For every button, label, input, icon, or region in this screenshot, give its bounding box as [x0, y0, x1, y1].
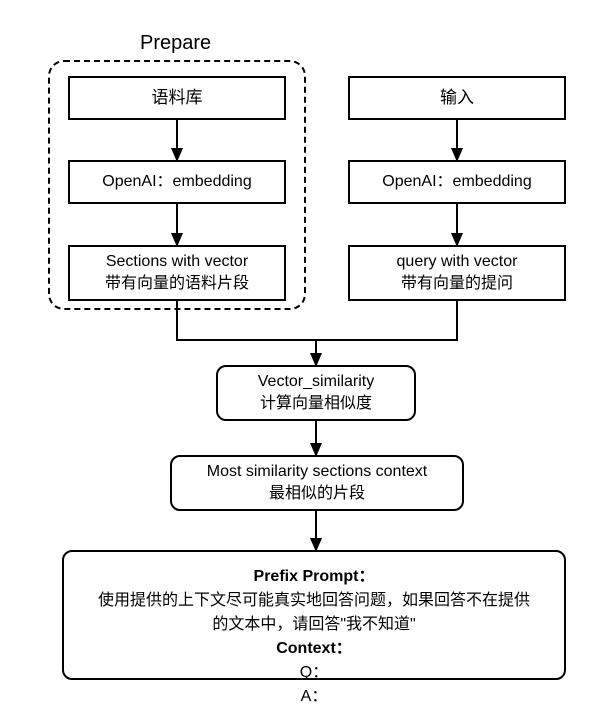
node-query-line1: query with vector [397, 251, 518, 273]
node-corpus: 语料库 [68, 76, 286, 120]
node-sections-line2: 带有向量的语料片段 [105, 273, 249, 295]
node-corpus-label: 语料库 [152, 87, 203, 110]
node-sections-line1: Sections with vector [106, 251, 248, 273]
node-prefix-prompt: Prefix Prompt： 使用提供的上下文尽可能真实地回答问题，如果回答不在… [62, 550, 566, 680]
context-a: A： [82, 682, 546, 706]
node-most-line1: Most similarity sections context [207, 461, 428, 483]
node-similarity-line2: 计算向量相似度 [260, 393, 372, 415]
node-query-line2: 带有向量的提问 [401, 273, 513, 295]
prefix-title: Prefix Prompt： [82, 562, 546, 586]
node-input: 输入 [348, 76, 566, 120]
node-similarity-line1: Vector_similarity [258, 371, 374, 393]
node-embedding-right-label: OpenAI：embedding [382, 171, 531, 193]
node-embedding-left-label: OpenAI：embedding [102, 171, 251, 193]
node-input-label: 输入 [440, 87, 474, 110]
node-vector-similarity: Vector_similarity 计算向量相似度 [216, 365, 416, 421]
node-most-line2: 最相似的片段 [269, 483, 365, 505]
node-embedding-right: OpenAI：embedding [348, 160, 566, 204]
node-embedding-left: OpenAI：embedding [68, 160, 286, 204]
node-most-similar: Most similarity sections context 最相似的片段 [170, 455, 464, 511]
node-sections-vector: Sections with vector 带有向量的语料片段 [68, 245, 286, 301]
prepare-label: Prepare [140, 32, 211, 55]
context-title: Context： [82, 634, 546, 658]
context-q: Q： [82, 658, 546, 682]
prefix-body-2: 的文本中，请回答"我不知道" [82, 610, 546, 634]
node-query-vector: query with vector 带有向量的提问 [348, 245, 566, 301]
prefix-body-1: 使用提供的上下文尽可能真实地回答问题，如果回答不在提供 [82, 586, 546, 610]
